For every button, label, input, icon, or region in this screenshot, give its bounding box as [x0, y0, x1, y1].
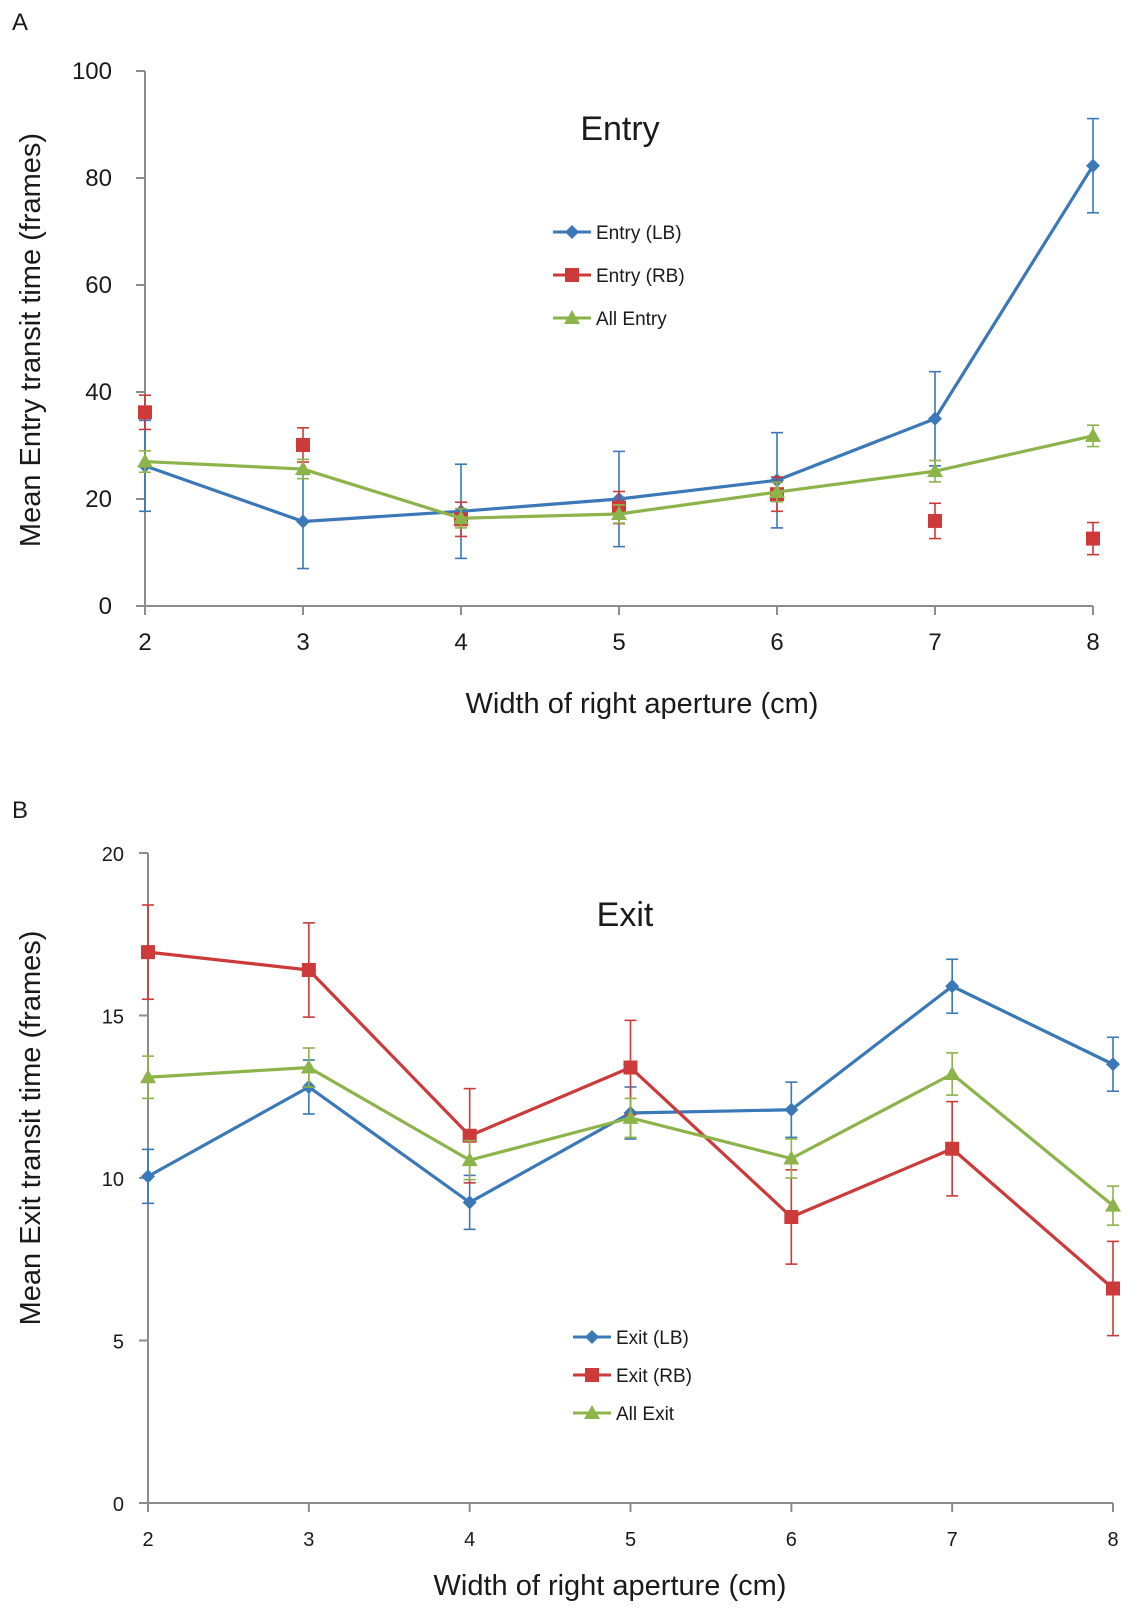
x-tick-label: 6 [786, 1529, 797, 1551]
y-tick-label: 15 [102, 1007, 124, 1029]
y-tick-label: 0 [113, 1494, 124, 1516]
x-tick-label: 5 [625, 1529, 636, 1551]
data-point-square [296, 437, 310, 452]
series-all-entry [137, 424, 1101, 529]
y-tick-label: 10 [102, 1169, 124, 1191]
x-tick-label: 3 [303, 1529, 314, 1551]
data-point-triangle [461, 1152, 478, 1167]
data-point-square [945, 1141, 960, 1156]
legend: Entry (LB) Entry (RB) All Entry [553, 223, 685, 330]
data-point-triangle [769, 484, 785, 499]
legend-label: All Entry [596, 309, 667, 330]
y-tick-label: 0 [99, 593, 112, 620]
data-point-square [623, 1060, 638, 1075]
legend: Exit (LB) Exit (RB) All Exit [573, 1328, 692, 1425]
data-point-triangle [137, 453, 153, 468]
series-exit-rb [141, 904, 1120, 1337]
y-tick-label: 20 [85, 486, 112, 513]
legend-item: Entry (RB) [553, 266, 685, 287]
chart-panel-a: A 0 20 40 60 80 100 2 3 4 5 6 7 8 Entry Width of right … [12, 9, 1101, 720]
legend-label: Entry (RB) [596, 266, 685, 287]
data-point-square [301, 963, 316, 977]
data-point-square [141, 945, 155, 960]
data-point-triangle [944, 1066, 961, 1080]
legend-item: Exit (RB) [573, 1366, 692, 1387]
data-point-diamond [1106, 1057, 1120, 1072]
data-point-diamond [565, 225, 579, 239]
data-point-square [138, 405, 152, 420]
data-point-diamond [296, 514, 310, 529]
x-tick-label: 2 [142, 1529, 153, 1551]
y-tick-label: 100 [72, 58, 112, 85]
data-point-triangle [140, 1069, 156, 1084]
chart-title: Entry [580, 110, 659, 148]
data-point-diamond [928, 411, 942, 426]
data-point-square [462, 1128, 477, 1143]
data-point-triangle [622, 1109, 639, 1124]
legend-item: Entry (LB) [553, 223, 682, 244]
panel-label: B [12, 797, 28, 824]
x-tick-label: 5 [612, 629, 625, 656]
chart-panel-b: B 0 5 10 15 20 2 3 4 5 6 7 8 Exit Width of right apert… [12, 797, 1121, 1602]
data-point-triangle [564, 310, 580, 324]
data-point-diamond [784, 1102, 799, 1117]
legend-item: All Exit [573, 1404, 675, 1425]
panel-label: A [12, 9, 28, 36]
legend-item: All Entry [553, 309, 667, 330]
data-point-diamond [141, 1169, 155, 1184]
data-point-triangle [611, 505, 627, 520]
x-tick-label: 4 [464, 1529, 475, 1551]
x-tick-label: 4 [454, 629, 467, 656]
data-point-triangle [584, 1405, 600, 1419]
data-point-triangle [783, 1150, 800, 1165]
legend-label: Exit (LB) [616, 1328, 689, 1349]
data-point-triangle [927, 463, 943, 478]
data-point-square [928, 513, 942, 528]
data-point-square [565, 268, 579, 282]
data-point-diamond [462, 1195, 477, 1210]
data-point-square [784, 1210, 799, 1224]
x-tick-label: 8 [1086, 629, 1099, 656]
data-point-triangle [300, 1059, 317, 1074]
data-point-square [1106, 1281, 1120, 1296]
x-axis-title: Width of right aperture (cm) [466, 688, 819, 720]
x-tick-label: 3 [296, 629, 309, 656]
y-tick-label: 5 [113, 1332, 124, 1354]
data-point-square [1086, 531, 1100, 546]
x-tick-label: 8 [1107, 1529, 1118, 1551]
data-point-diamond [1086, 158, 1100, 173]
y-tick-label: 20 [102, 844, 124, 866]
x-axis-title: Width of right aperture (cm) [434, 1570, 787, 1602]
y-tick-label: 60 [85, 272, 112, 299]
y-axis-title: Mean Exit transit time (frames) [15, 931, 47, 1326]
data-point-square [585, 1368, 599, 1382]
data-point-triangle [1085, 427, 1101, 442]
y-tick-label: 40 [85, 379, 112, 406]
legend-label: All Exit [616, 1404, 675, 1425]
y-axis-title: Mean Entry transit time (frames) [15, 133, 47, 547]
x-tick-label: 7 [947, 1529, 958, 1551]
data-point-triangle [295, 461, 311, 476]
x-tick-label: 7 [928, 629, 941, 656]
data-point-diamond [945, 979, 960, 994]
chart-title: Exit [597, 896, 654, 934]
data-point-diamond [585, 1330, 599, 1344]
series-all-exit [140, 1047, 1121, 1226]
y-tick-label: 80 [85, 165, 112, 192]
data-point-triangle [453, 510, 469, 525]
legend-label: Entry (LB) [596, 223, 682, 244]
data-point-triangle [1105, 1197, 1121, 1212]
legend-label: Exit (RB) [616, 1366, 692, 1387]
x-tick-label: 6 [770, 629, 783, 656]
legend-item: Exit (LB) [573, 1328, 689, 1349]
x-tick-label: 2 [138, 629, 151, 656]
